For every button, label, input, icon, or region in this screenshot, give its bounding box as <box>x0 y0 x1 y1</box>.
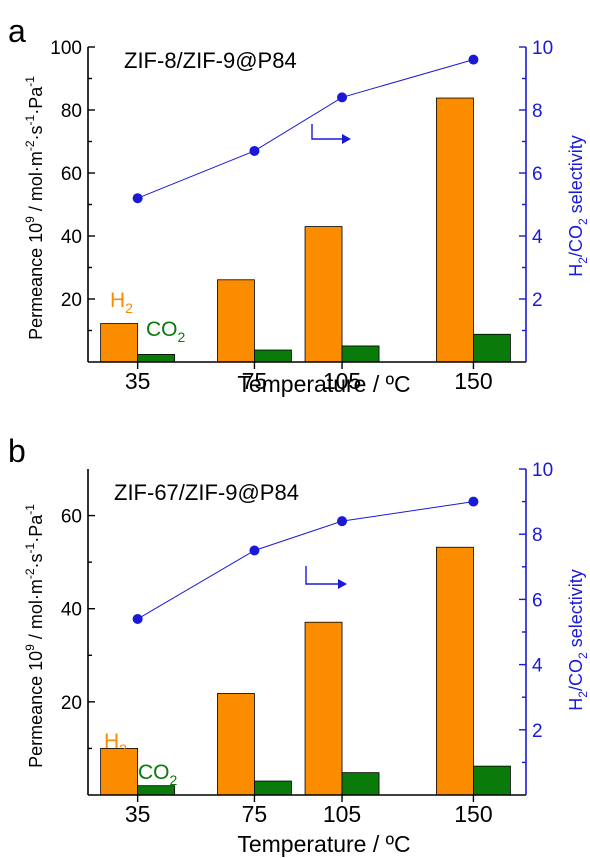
panel-a-y-axis-label: Permeance 109 / mol·m-2·s-1·Pa-1 <box>23 76 46 340</box>
panel-a-co2-label-sub: 2 <box>178 329 186 345</box>
panel-b-selectivity-point-2 <box>337 516 348 527</box>
panel-b-x-axis-label: Temperature / ºC <box>237 831 410 857</box>
panel-a-co2-label: CO2 <box>146 318 186 345</box>
panel-b-h2-label-sub: 2 <box>119 741 127 757</box>
panel-a-y2-tick-label: 4 <box>532 227 543 248</box>
panel-a-right-axis-label: H2/CO2 selectivity <box>566 135 590 276</box>
panel-a-co2-bar-0 <box>137 354 176 363</box>
panel-b-h2-bar-0 <box>100 748 139 796</box>
panel-a-h2-bar-3 <box>436 97 474 363</box>
panel-b-co2-label-sub: 2 <box>170 772 178 788</box>
panel-b-selectivity-line <box>137 501 474 620</box>
panel-a-x-tick-label: 105 <box>323 368 361 394</box>
panel-a-y2-tick-label: 8 <box>532 101 543 122</box>
panel-a-title: ZIF-8/ZIF-9@P84 <box>124 48 297 73</box>
panel-a-y-tick-label: 40 <box>61 227 82 248</box>
panel-a-selectivity-line <box>137 59 474 199</box>
panel-a-x-tick-label: 35 <box>125 368 151 394</box>
panel-b-co2-bar-1 <box>254 780 292 796</box>
panel-a-y2-tick-label: 2 <box>532 290 543 311</box>
panel-a-x-axis-label: Temperature / ºC <box>237 371 410 397</box>
panel-b-selectivity-point-1 <box>249 545 260 556</box>
panel-a-co2-bar-3 <box>473 333 511 363</box>
panel-a-x-tick-label: 75 <box>242 368 268 394</box>
panel-a: a ZIF-8/ZIF-9@P84 20 40 60 80 100 2 4 6 8 10 35 75 1… <box>8 13 590 397</box>
panel-b-plot-area: 20 40 60 2 4 6 8 10 35 75 105 150 H2 CO2 <box>61 460 553 827</box>
panel-b-right-axis-label: H2/CO2 selectivity <box>566 569 590 710</box>
panel-b-title: ZIF-67/ZIF-9@P84 <box>114 480 299 505</box>
panel-b-h2-bar-2 <box>304 621 343 796</box>
panel-a-co2-bar-1 <box>254 349 292 363</box>
panel-a-selectivity-point-2 <box>337 92 348 103</box>
panel-a-selectivity-point-3 <box>468 54 479 65</box>
panel-a-h2-label-sub: 2 <box>125 300 133 316</box>
panel-a-selectivity-point-0 <box>132 193 143 204</box>
panel-b-y2-tick-label: 2 <box>532 721 543 742</box>
panel-a-plot-area: 20 40 60 80 100 2 4 6 8 10 35 75 105 150 H2 CO2 <box>50 38 553 394</box>
panel-b-co2-bar-2 <box>341 772 380 796</box>
panel-b-selectivity-point-0 <box>132 613 143 624</box>
panel-b-y-tick-label: 40 <box>61 600 82 621</box>
panel-b: b ZIF-67/ZIF-9@P84 20 40 60 2 4 6 8 10 35 75 105 15… <box>8 433 590 857</box>
panel-b-h2-bar-1 <box>217 693 255 796</box>
panel-b-y-tick-label: 20 <box>61 693 82 714</box>
panel-a-y2-tick-label: 6 <box>532 164 543 185</box>
panel-b-x-tick-label: 75 <box>242 801 268 827</box>
panel-b-x-tick-label: 105 <box>323 801 361 827</box>
panel-a-letter: a <box>8 13 26 49</box>
panel-a-y-tick-label: 60 <box>61 164 82 185</box>
panel-a-y-tick-label: 20 <box>61 290 82 311</box>
panel-b-letter: b <box>8 433 26 469</box>
panel-b-x-tick-label: 150 <box>454 801 492 827</box>
panel-b-h2-bar-3 <box>436 546 474 796</box>
panel-b-y-axis-label: Permeance 109 / mol·m-2·s-1·Pa-1 <box>23 504 46 768</box>
panel-b-y2-tick-label: 4 <box>532 656 543 677</box>
panel-a-h2-bar-2 <box>304 226 343 363</box>
panel-a-x-tick-label: 150 <box>454 368 492 394</box>
panel-a-right-axis-arrow <box>311 124 344 140</box>
panel-a-h2-label: H2 <box>110 289 133 316</box>
panel-b-co2-label: CO2 <box>138 761 178 788</box>
panel-b-y2-tick-label: 6 <box>532 590 543 611</box>
panel-b-co2-bar-3 <box>473 765 511 796</box>
panel-a-co2-bar-2 <box>341 345 380 363</box>
panel-b-right-axis-arrowhead <box>338 579 347 589</box>
panel-b-x-tick-label: 35 <box>125 801 151 827</box>
panel-b-y-tick-label: 60 <box>61 507 82 528</box>
panel-b-y2-tick-label: 10 <box>532 460 553 481</box>
panel-b-y2-tick-label: 8 <box>532 525 543 546</box>
panel-a-y-tick-label: 100 <box>50 38 82 59</box>
panel-a-h2-bar-0 <box>100 323 139 363</box>
panel-a-right-axis-arrowhead <box>342 134 351 144</box>
panel-a-y-tick-label: 80 <box>61 101 82 122</box>
panel-b-right-axis-arrow <box>305 566 340 585</box>
panel-a-selectivity-point-1 <box>249 145 260 156</box>
panel-a-y2-tick-label: 10 <box>532 38 553 59</box>
panel-b-h2-label: H2 <box>104 730 127 757</box>
panel-a-h2-bar-1 <box>217 279 255 363</box>
panel-b-selectivity-point-3 <box>468 496 479 507</box>
